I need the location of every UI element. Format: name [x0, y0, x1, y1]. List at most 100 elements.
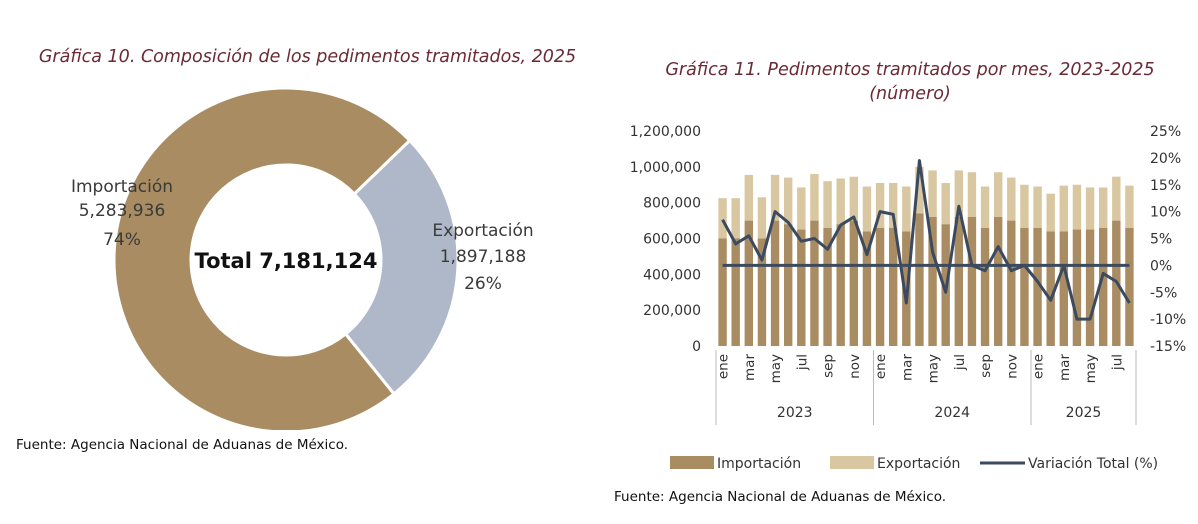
- bar-exportacion: [836, 178, 845, 225]
- exportacion-value-label: 1,897,188: [440, 247, 527, 267]
- bar-importacion: [849, 220, 859, 346]
- bar-importacion: [783, 224, 793, 346]
- bar-importacion: [1098, 227, 1108, 346]
- y-left-tick-label: 800,000: [643, 196, 701, 212]
- bar-importacion: [1007, 220, 1016, 346]
- bar-exportacion: [888, 182, 898, 228]
- x-tick-label: may: [1083, 354, 1099, 383]
- bar-exportacion: [1085, 187, 1095, 230]
- bar-exportacion: [1046, 193, 1055, 232]
- bar-exportacion: [954, 170, 964, 217]
- bar-importacion: [744, 220, 754, 346]
- y-right-tick-label: 0%: [1150, 258, 1172, 274]
- donut-slice-exportacion: [343, 138, 460, 396]
- importacion-name-label: Importación: [71, 177, 173, 197]
- legend-swatch: [670, 456, 714, 469]
- bar-importacion: [810, 220, 819, 346]
- bar-importacion: [823, 227, 832, 346]
- y-left-tick-label: 600,000: [643, 232, 701, 248]
- y-right-tick-label: -10%: [1150, 312, 1186, 328]
- year-label: 2025: [1066, 405, 1102, 421]
- x-tick-label: mar: [1057, 354, 1073, 381]
- bar-importacion: [862, 231, 872, 346]
- legend-swatch: [830, 456, 874, 469]
- bar-exportacion: [902, 186, 911, 232]
- x-tick-label: sep: [978, 354, 994, 378]
- y-right-tick-label: 25%: [1150, 124, 1181, 140]
- exportacion-name-label: Exportación: [432, 221, 533, 241]
- x-tick-label: jul: [794, 354, 810, 371]
- bar-importacion: [954, 217, 964, 346]
- importacion-pct-label: 74%: [103, 230, 141, 250]
- importacion-value-label: 5,283,936: [79, 201, 166, 221]
- x-tick-label: mar: [899, 354, 915, 381]
- x-tick-label: ene: [1031, 354, 1047, 379]
- bar-importacion: [1059, 231, 1069, 346]
- bar-exportacion: [849, 176, 859, 221]
- bar-exportacion: [797, 187, 806, 230]
- bar-importacion: [731, 238, 740, 346]
- x-tick-label: ene: [873, 354, 889, 379]
- bar-importacion: [915, 213, 924, 346]
- donut-center-total: Total 7,181,124: [195, 249, 378, 273]
- x-tick-label: nov: [847, 354, 863, 379]
- bar-exportacion: [1072, 184, 1082, 230]
- bar-exportacion: [993, 172, 1003, 217]
- x-tick-label: ene: [716, 354, 732, 379]
- bar-exportacion: [823, 181, 832, 228]
- bar-exportacion: [1098, 187, 1108, 228]
- y-left-tick-label: 1,200,000: [630, 124, 701, 140]
- bar-importacion: [993, 217, 1003, 346]
- bar-exportacion: [967, 172, 977, 217]
- bar-importacion: [836, 224, 845, 346]
- bar-importacion: [1020, 227, 1029, 346]
- bar-exportacion: [1059, 185, 1069, 232]
- bar-importacion: [1046, 231, 1055, 346]
- bar-importacion: [980, 227, 990, 346]
- bar-importacion: [1072, 229, 1082, 346]
- bar-exportacion: [731, 198, 740, 239]
- bar-exportacion: [875, 182, 885, 228]
- donut-chart-title: Gráfica 10. Composición de los pedimento…: [38, 47, 577, 67]
- legend-label: Variación Total (%): [1028, 456, 1158, 472]
- bar-importacion: [757, 238, 767, 346]
- bar-importacion: [967, 217, 977, 346]
- bar-importacion: [718, 238, 727, 346]
- bar-chart-title-line1: Gráfica 11. Pedimentos tramitados por me…: [665, 60, 1155, 80]
- line-variacion-total: [721, 159, 1131, 321]
- y-right-tick-label: 5%: [1150, 232, 1172, 248]
- bar-chart-source: Fuente: Agencia Nacional de Aduanas de M…: [614, 489, 947, 505]
- bar-exportacion: [810, 174, 819, 221]
- bar-importacion: [1125, 227, 1134, 346]
- legend-label: Exportación: [877, 456, 960, 472]
- bar-exportacion: [770, 174, 780, 221]
- exportacion-pct-label: 26%: [464, 274, 502, 294]
- bar-chart-title: Gráfica 11. Pedimentos tramitados por me…: [620, 58, 1198, 106]
- bar-importacion: [928, 217, 937, 346]
- bar-exportacion: [1007, 177, 1016, 221]
- y-right-tick-label: -5%: [1150, 285, 1177, 301]
- y-left-tick-label: 200,000: [643, 303, 701, 319]
- bar-exportacion: [1125, 185, 1134, 228]
- bar-importacion: [797, 229, 806, 346]
- bar-exportacion: [1020, 184, 1029, 228]
- bar-importacion: [875, 227, 885, 346]
- y-right-tick-label: 15%: [1150, 178, 1181, 194]
- x-tick-label: jul: [952, 354, 968, 371]
- bar-exportacion: [744, 174, 754, 221]
- bar-exportacion: [718, 198, 727, 239]
- year-label: 2024: [934, 405, 970, 421]
- y-left-tick-label: 0: [692, 339, 701, 355]
- bar-importacion: [888, 227, 898, 346]
- bar-exportacion: [1112, 176, 1121, 221]
- y-right-tick-label: 20%: [1150, 151, 1181, 167]
- donut-chart: Total 7,181,124 Importación 5,283,936 74…: [71, 86, 534, 430]
- y-left-tick-label: 1,000,000: [630, 160, 701, 176]
- bar-exportacion: [928, 170, 937, 217]
- x-tick-label: may: [926, 354, 942, 383]
- bar-exportacion: [862, 186, 872, 232]
- bar-chart-title-line2: (número): [869, 84, 951, 104]
- bar-exportacion: [980, 186, 990, 228]
- bar-exportacion: [915, 166, 924, 214]
